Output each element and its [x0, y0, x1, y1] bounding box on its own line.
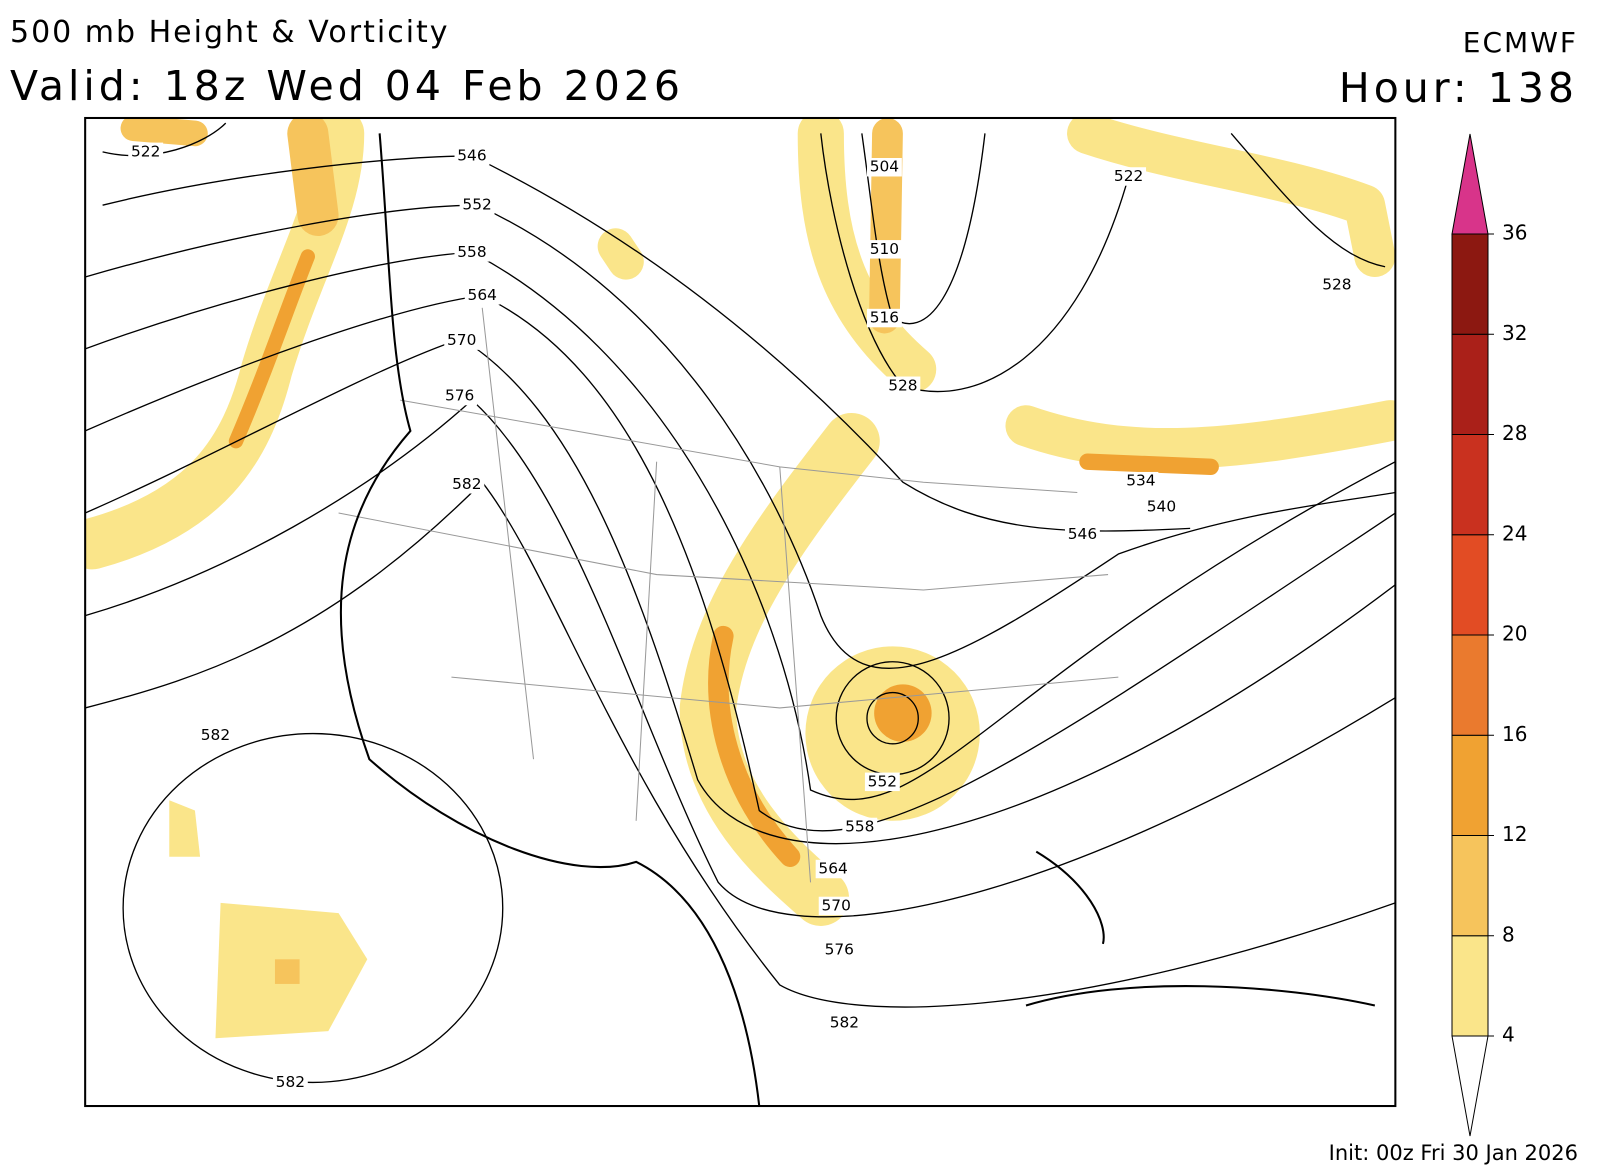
- contour-label: 522: [131, 142, 160, 160]
- contour-label-bg: [866, 240, 902, 259]
- colorbar-band: [1451, 634, 1489, 736]
- contour-label: 528: [1322, 276, 1351, 294]
- colorbar-tick-label: 16: [1502, 722, 1527, 746]
- contour-label-bg: [885, 376, 921, 396]
- model-name: ECMWF: [1463, 26, 1578, 59]
- contour-label-bg: [449, 475, 485, 494]
- contour-label-bg: [442, 386, 478, 406]
- contour-label-bg: [128, 142, 164, 162]
- contour-label: 558: [845, 817, 874, 835]
- colorbar-under: [1451, 1035, 1489, 1137]
- contour-label-bg: [1123, 471, 1159, 491]
- forecast-hour: Hour: 138: [1339, 64, 1578, 112]
- contour-label: 576: [445, 387, 474, 405]
- height-contours: [85, 122, 1396, 1084]
- contour-label-bg: [842, 817, 878, 837]
- contour-label-bg: [826, 1013, 862, 1033]
- vorticity-shading: [85, 117, 1396, 926]
- contour-label: 522: [1114, 167, 1143, 185]
- contour-label-bg: [272, 1073, 308, 1092]
- contour-label-bg: [464, 286, 500, 305]
- init-time: Init: 00z Fri 30 Jan 2026: [1329, 1141, 1578, 1165]
- colorbar-band: [1451, 534, 1489, 636]
- contour-label: 570: [822, 896, 851, 914]
- contour-label-bg: [1143, 497, 1179, 517]
- contour-label: 546: [457, 146, 486, 164]
- colorbar-tick-label: 12: [1502, 822, 1527, 846]
- colorbar-band: [1451, 835, 1489, 937]
- contour-label: 534: [1126, 472, 1155, 490]
- contour-label: 564: [468, 286, 497, 304]
- contour-label: 582: [452, 475, 481, 493]
- valid-time: Valid: 18z Wed 04 Feb 2026: [10, 62, 684, 110]
- contour-label-bg: [864, 772, 900, 792]
- map: 522 546 552 558 564 570 576 582 504 510 516 528 522 5…: [84, 116, 1397, 1108]
- colorbar-tick-label: 32: [1502, 321, 1527, 345]
- contour-label: 582: [830, 1013, 859, 1031]
- colorbar-band: [1451, 434, 1489, 536]
- contour-label: 540: [1147, 497, 1176, 515]
- colorbar-over: [1451, 133, 1489, 235]
- contour-label: 528: [888, 376, 917, 394]
- contour-label: 504: [870, 158, 899, 176]
- contour-label: 546: [1068, 525, 1097, 543]
- contour-label: 510: [870, 240, 899, 258]
- contour-label-bg: [459, 195, 495, 215]
- contour-label-bg: [1111, 167, 1147, 186]
- contour-label: 582: [201, 726, 230, 744]
- colorbar-tick-label: 28: [1502, 421, 1527, 445]
- colorbar-band: [1451, 233, 1489, 335]
- coastline: [339, 133, 761, 1107]
- contour-label-bg: [444, 331, 480, 350]
- contour-label: 552: [462, 196, 491, 214]
- title: 500 mb Height & Vorticity: [10, 15, 450, 50]
- map-frame: [84, 116, 1397, 1108]
- contour-label-bg: [821, 940, 857, 960]
- contour-label: 552: [868, 772, 897, 790]
- colorbar: 4 8 12 16 20 24 28 32 36: [1451, 133, 1527, 1137]
- contour-label-bg: [454, 243, 490, 262]
- contour-label-bg: [1319, 275, 1355, 295]
- colorbar-band: [1451, 935, 1489, 1037]
- colorbar-tick-label: 8: [1502, 922, 1515, 946]
- contour-label-bg: [1064, 525, 1100, 544]
- contour-label-bg: [866, 308, 902, 328]
- map-content: [85, 117, 1396, 1107]
- contour-label-bg: [198, 726, 233, 745]
- boundaries: [338, 307, 1119, 883]
- colorbar-band: [1451, 734, 1489, 836]
- contour-label: 582: [276, 1073, 305, 1091]
- coastline-east: [1025, 850, 1376, 1007]
- colorbar-band: [1451, 333, 1489, 435]
- contour-label: 516: [870, 309, 899, 327]
- colorbar-tick-label: 4: [1502, 1023, 1515, 1047]
- contour-label-bg: [454, 146, 490, 166]
- colorbar-tick-label: 36: [1502, 221, 1527, 245]
- colorbar-tick-label: 24: [1502, 521, 1527, 545]
- colorbar-tick-label: 20: [1502, 622, 1527, 646]
- contour-label: 564: [818, 860, 847, 878]
- contour-label: 558: [457, 243, 486, 261]
- contour-label: 576: [825, 941, 854, 959]
- contour-label-bg: [866, 158, 902, 177]
- contour-label-bg: [815, 859, 851, 879]
- contour-label-bg: [818, 896, 854, 916]
- contour-labels: 522 546 552 558 564 570 576 582 504 510 516 528 522 5…: [128, 142, 1355, 1092]
- contour-label: 570: [447, 331, 476, 349]
